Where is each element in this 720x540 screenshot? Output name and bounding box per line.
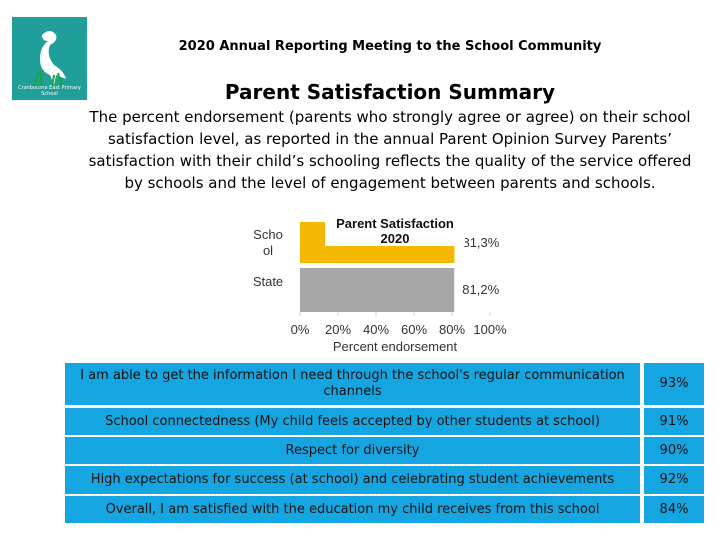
logo: Cranbourne East Primary School	[12, 17, 87, 100]
x-tick-label: 20%	[324, 322, 352, 337]
chart-title: Parent Satisfaction 2020	[325, 216, 465, 246]
x-tick-label: 0%	[290, 322, 310, 337]
logo-icon	[33, 31, 66, 88]
chart: School 81,3% State 81,2% 0% 20% 40% 60% 80% 100% P…	[252, 216, 507, 354]
table-cell: Respect for diversity	[65, 437, 640, 464]
table-cell: Overall, I am satisfied with the educati…	[65, 496, 640, 523]
table-cell: 90%	[644, 437, 704, 464]
x-axis-label: Percent endorsement	[332, 339, 458, 354]
x-tick-label: 80%	[438, 322, 466, 337]
table-cell: 84%	[644, 496, 704, 523]
category-label: State	[252, 274, 284, 289]
table-cell: 91%	[644, 408, 704, 435]
table-cell: High expectations for success (at school…	[65, 466, 640, 494]
table-cell: School connectedness (My child feels acc…	[65, 408, 640, 435]
logo-text: Cranbourne East Primary School	[18, 85, 81, 97]
x-tick-label: 100%	[473, 322, 507, 337]
category-label: School	[253, 226, 283, 258]
table-cell: 92%	[644, 466, 704, 494]
table-cell: I am able to get the information I need …	[65, 363, 640, 405]
intro-text: The percent endorsement (parents who str…	[88, 108, 692, 192]
slide-title: Parent Satisfaction Summary	[224, 80, 556, 104]
chart-plot	[299, 222, 491, 316]
x-tick-label: 60%	[400, 322, 428, 337]
bar	[300, 268, 455, 312]
table-cell: 93%	[644, 363, 704, 405]
value-label: 81,3%	[462, 234, 500, 250]
value-label: 81,2%	[462, 282, 500, 297]
x-tick-label: 40%	[362, 322, 390, 337]
meeting-title: 2020 Annual Reporting Meeting to the Sch…	[178, 39, 602, 54]
